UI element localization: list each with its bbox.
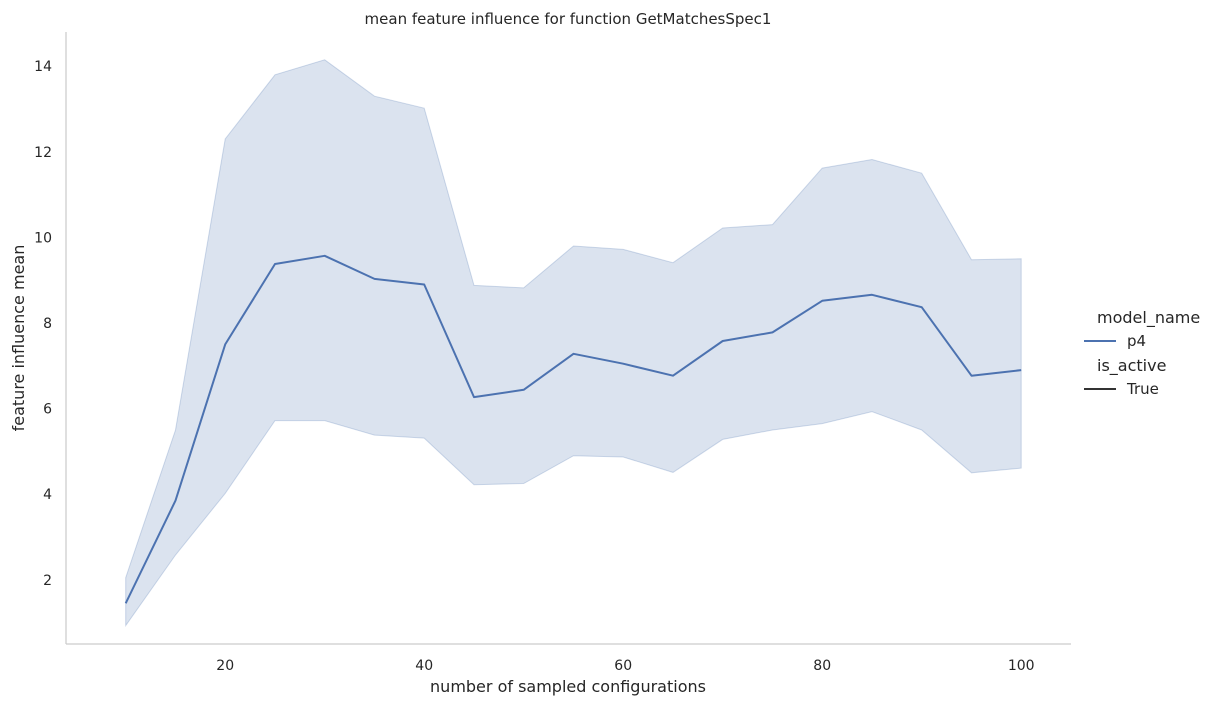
data-point — [373, 277, 377, 281]
data-point — [771, 330, 775, 334]
y-tick-label: 2 — [43, 573, 52, 589]
legend-style-title: is_active — [1097, 356, 1166, 376]
data-point — [820, 299, 824, 303]
data-point — [970, 374, 974, 378]
legend: model_name p4 is_active True — [1084, 308, 1200, 398]
y-tick-label: 12 — [34, 145, 52, 161]
data-point — [572, 352, 576, 356]
y-tick-label: 10 — [34, 230, 52, 246]
legend-true-label: True — [1126, 380, 1159, 398]
x-tick-label: 60 — [614, 658, 632, 674]
y-tick-label: 4 — [43, 487, 52, 503]
y-tick-label: 14 — [34, 59, 52, 75]
x-tick-label: 100 — [1008, 658, 1035, 674]
x-tick-label: 80 — [813, 658, 831, 674]
y-axis-label: feature influence mean — [9, 245, 28, 432]
data-point — [174, 499, 178, 503]
data-point — [273, 262, 277, 266]
data-point — [920, 305, 924, 309]
data-point — [422, 283, 426, 287]
legend-hue-title: model_name — [1097, 308, 1200, 328]
axes: 20 40 60 80 100 2 4 6 8 10 12 14 — [34, 32, 1071, 674]
series-p4-line — [124, 254, 1022, 604]
data-point — [671, 374, 675, 378]
data-point — [522, 388, 526, 392]
x-axis-label: number of sampled configurations — [430, 677, 706, 696]
data-point — [621, 362, 625, 366]
data-point — [223, 342, 227, 346]
data-point — [124, 601, 128, 605]
data-point — [323, 254, 327, 258]
y-tick-label: 6 — [43, 402, 52, 418]
data-point — [870, 293, 874, 297]
data-point — [472, 395, 476, 399]
x-tick-label: 20 — [216, 658, 234, 674]
data-point — [1019, 368, 1023, 372]
x-tick-label: 40 — [415, 658, 433, 674]
y-tick-label: 8 — [43, 316, 52, 332]
plot-area — [124, 59, 1023, 628]
legend-p4-label: p4 — [1127, 332, 1146, 350]
series-p4-confidence-band — [125, 59, 1022, 628]
data-point — [721, 339, 725, 343]
chart-title: mean feature influence for function GetM… — [365, 10, 772, 28]
